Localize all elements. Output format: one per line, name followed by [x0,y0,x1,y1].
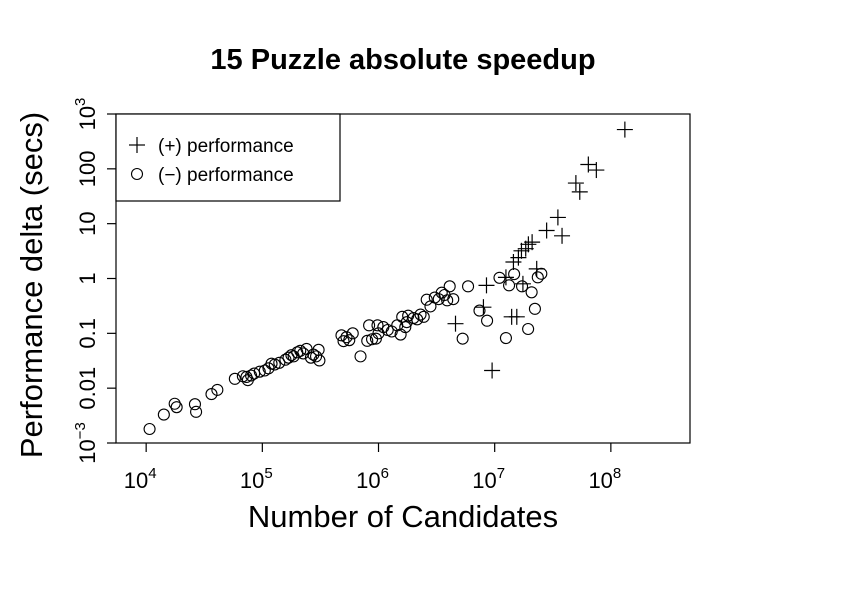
y-axis-title: Performance delta (secs) [14,112,49,458]
x-axis-title: Number of Candidates [248,499,558,534]
data-point-plus [478,277,495,294]
data-point-circle [473,304,486,317]
x-tick-label: 106 [356,465,389,493]
chart-title: 15 Puzzle absolute speedup [210,44,595,76]
y-tick-label: 10 [75,211,100,235]
legend-circle-marker [130,167,144,181]
data-point-circle [441,294,454,307]
data-point-circle [354,350,367,363]
data-point-circle [499,332,512,345]
data-point-plus [520,236,537,253]
y-tick-label: 100 [75,150,100,187]
legend-label: (−) performance [158,165,294,186]
data-point-circle [443,280,456,293]
data-point-circle [228,372,241,385]
y-axis-ticks: 10−3 0.01 0.1 1 10 100 103 [72,98,116,464]
y-tick-label: 0.1 [75,318,100,349]
data-point-circle [447,293,460,306]
data-point-circle [528,302,541,315]
data-point-plus [616,121,633,138]
data-point-circle [481,314,494,327]
data-point-circle [168,397,181,410]
data-point-circle [503,279,516,292]
data-point-plus [588,162,605,179]
data-point-circle [414,308,427,321]
y-tick-label: 1 [75,272,100,284]
data-point-circle [143,422,156,436]
data-point-circle [190,405,203,418]
data-point-circle [343,334,356,347]
data-point-plus [513,242,530,259]
data-point-circle [535,267,548,280]
data-point-plus [517,240,534,257]
data-point-circle [369,332,382,345]
data-point-circle [253,365,266,378]
data-point-circle [294,344,307,357]
data-point-circle [462,280,475,293]
data-point-circle [170,401,183,414]
data-point-circle [340,331,353,344]
data-point-circle [525,286,538,299]
data-point-plus [538,222,555,239]
data-point-plus [508,308,525,325]
data-point-circle [157,408,170,421]
data-point-circle [420,293,433,306]
legend: (+) performance (−) performance [115,113,341,202]
data-point-circle [363,319,376,332]
data-point-circle [346,327,359,340]
x-tick-label: 104 [124,465,157,493]
data-point-circle [508,268,521,281]
data-point-plus [447,315,464,332]
legend-items: (+) performance (−) performance [129,136,294,186]
data-point-circle [515,280,529,293]
data-point-circle [371,319,384,332]
legend-plus-marker [129,137,145,153]
data-point-circle [188,398,202,411]
x-tick-label: 108 [588,465,621,493]
data-point-plus [510,249,527,266]
data-point-circle [531,271,544,284]
data-point-plus [484,362,501,379]
y-tick-label: 10−3 [72,422,100,464]
data-point-circle [282,351,295,364]
data-point-plus [571,183,588,200]
data-point-circle [493,271,506,284]
y-tick-label: 103 [72,98,100,131]
data-point-circle [273,356,286,369]
data-points [143,121,633,436]
data-point-plus [524,234,541,251]
x-tick-label: 107 [472,465,505,493]
y-tick-label: 0.01 [75,367,100,410]
data-point-circle [522,322,535,336]
data-point-circle [304,351,317,364]
legend-label: (+) performance [158,136,294,157]
data-point-circle [211,383,224,396]
data-point-circle [337,335,350,348]
data-point-circle [313,354,326,367]
data-point-plus [549,209,566,226]
data-point-circle [310,350,323,363]
data-point-circle [279,353,292,366]
data-point-plus [567,175,584,192]
x-axis-ticks: 104 105 106 107 108 [124,443,621,493]
data-point-circle [456,332,469,345]
data-point-plus [580,156,597,173]
data-point-circle [417,310,430,323]
data-point-circle [399,321,412,334]
data-point-plus [554,227,571,244]
data-point-circle [361,334,374,347]
data-point-plus [497,269,514,286]
x-tick-label: 105 [240,465,273,493]
legend-box [115,113,341,202]
data-point-plus [505,253,522,270]
